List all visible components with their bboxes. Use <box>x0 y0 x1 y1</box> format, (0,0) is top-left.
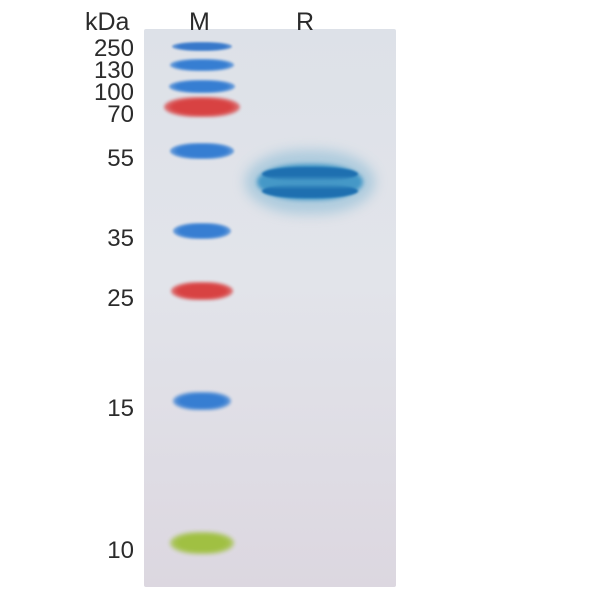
marker-band-25 <box>171 282 233 300</box>
lane-header-m: M <box>189 8 210 37</box>
marker-band-250 <box>172 42 232 51</box>
mw-label-55: 55 <box>34 145 134 173</box>
marker-band-130 <box>170 59 234 71</box>
axis-title-kda: kDa <box>85 8 129 37</box>
mw-label-70: 70 <box>34 101 134 129</box>
sample-band-lower <box>262 184 358 198</box>
mw-label-25: 25 <box>34 285 134 313</box>
mw-label-10: 10 <box>34 537 134 565</box>
mw-label-15: 15 <box>34 395 134 423</box>
marker-band-70 <box>164 97 240 117</box>
mw-label-35: 35 <box>34 225 134 253</box>
marker-band-15 <box>173 392 231 410</box>
sample-band-upper <box>262 167 358 181</box>
marker-band-100 <box>169 80 235 93</box>
marker-band-55 <box>170 143 234 159</box>
lane-header-r: R <box>296 8 314 37</box>
marker-band-10 <box>170 532 234 554</box>
gel-figure: kDaMR250130100705535251510 <box>0 0 600 600</box>
marker-band-35 <box>173 223 231 239</box>
